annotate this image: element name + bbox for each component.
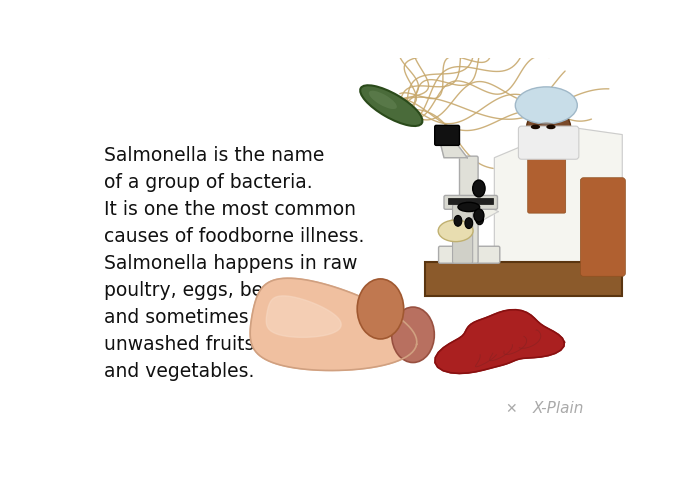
- Ellipse shape: [369, 91, 397, 109]
- Ellipse shape: [392, 307, 434, 362]
- Text: of a group of bacteria.: of a group of bacteria.: [104, 173, 312, 192]
- FancyBboxPatch shape: [448, 198, 493, 204]
- FancyBboxPatch shape: [425, 262, 622, 296]
- Ellipse shape: [526, 106, 571, 156]
- Ellipse shape: [454, 216, 462, 226]
- Ellipse shape: [474, 209, 484, 222]
- FancyBboxPatch shape: [439, 246, 500, 263]
- Text: and vegetables.: and vegetables.: [104, 362, 254, 381]
- Ellipse shape: [515, 87, 578, 124]
- Polygon shape: [440, 142, 468, 158]
- Text: and sometimes on: and sometimes on: [104, 308, 278, 327]
- Text: unwashed fruits: unwashed fruits: [104, 335, 254, 354]
- Text: ✕: ✕: [505, 402, 517, 416]
- Ellipse shape: [531, 125, 540, 129]
- FancyBboxPatch shape: [435, 125, 459, 145]
- FancyBboxPatch shape: [528, 141, 566, 213]
- Ellipse shape: [357, 279, 404, 339]
- Text: Salmonella is the name: Salmonella is the name: [104, 146, 324, 165]
- Text: It is one the most common: It is one the most common: [104, 200, 356, 219]
- FancyBboxPatch shape: [580, 178, 625, 276]
- Ellipse shape: [473, 180, 485, 197]
- FancyBboxPatch shape: [452, 204, 472, 263]
- Text: causes of foodborne illness.: causes of foodborne illness.: [104, 227, 364, 246]
- Ellipse shape: [360, 85, 422, 126]
- Ellipse shape: [533, 122, 560, 144]
- Polygon shape: [266, 296, 341, 337]
- Ellipse shape: [458, 203, 480, 212]
- FancyBboxPatch shape: [444, 195, 498, 209]
- Ellipse shape: [476, 214, 484, 225]
- Ellipse shape: [546, 125, 556, 129]
- Polygon shape: [250, 278, 416, 371]
- Ellipse shape: [438, 220, 473, 241]
- Text: X-Plain: X-Plain: [532, 401, 584, 416]
- FancyBboxPatch shape: [459, 156, 478, 263]
- Polygon shape: [494, 127, 622, 296]
- Text: poultry, eggs, beef,: poultry, eggs, beef,: [104, 281, 287, 300]
- Ellipse shape: [465, 218, 472, 228]
- Polygon shape: [448, 200, 498, 231]
- Polygon shape: [435, 310, 564, 373]
- FancyBboxPatch shape: [519, 126, 579, 159]
- Text: Salmonella happens in raw: Salmonella happens in raw: [104, 254, 357, 273]
